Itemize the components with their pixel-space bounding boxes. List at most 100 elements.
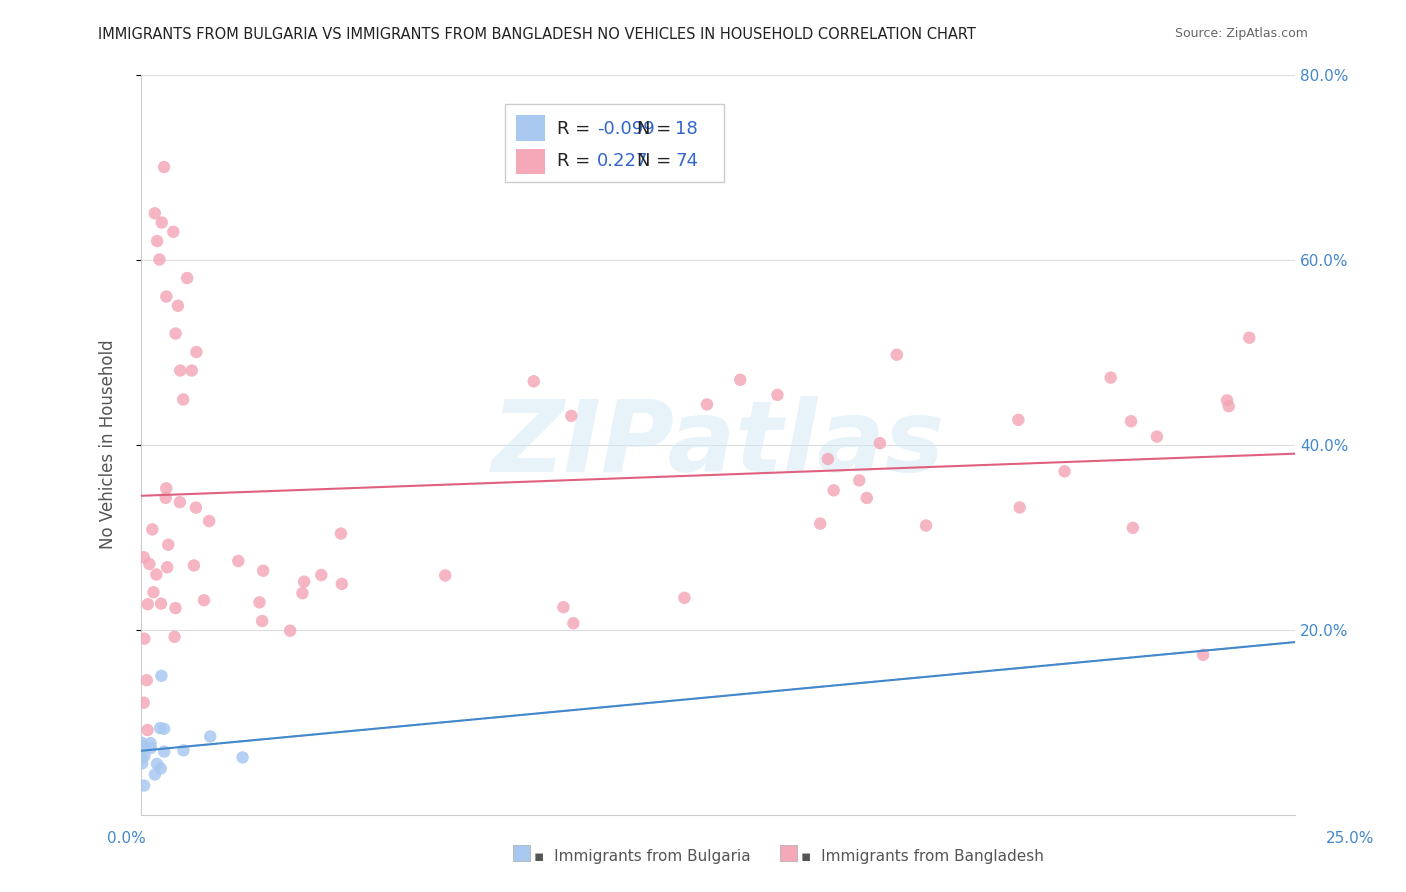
Text: 0.0%: 0.0% xyxy=(107,831,146,846)
Point xyxy=(252,564,274,578)
Point xyxy=(176,271,198,285)
Point xyxy=(1239,331,1261,345)
Text: 74: 74 xyxy=(675,153,699,170)
Point xyxy=(132,779,155,793)
Point xyxy=(292,574,315,589)
Text: ZIPatlas: ZIPatlas xyxy=(492,396,945,493)
Point xyxy=(823,483,845,498)
Point xyxy=(553,600,575,615)
Point xyxy=(886,348,908,362)
Text: R =: R = xyxy=(557,153,596,170)
Point xyxy=(848,474,870,488)
Point xyxy=(153,160,176,174)
Text: ▪  Immigrants from Bangladesh: ▪ Immigrants from Bangladesh xyxy=(801,849,1045,863)
Point xyxy=(155,491,177,505)
Point xyxy=(730,373,752,387)
Point xyxy=(150,597,173,611)
Point xyxy=(156,560,179,574)
Point xyxy=(148,252,170,267)
Point xyxy=(915,518,938,533)
Text: -0.099: -0.099 xyxy=(598,120,655,137)
Point xyxy=(1099,370,1122,384)
Point xyxy=(145,567,167,582)
Point xyxy=(226,554,249,568)
Point xyxy=(149,761,172,775)
Point xyxy=(817,452,839,467)
Text: IMMIGRANTS FROM BULGARIA VS IMMIGRANTS FROM BANGLADESH NO VEHICLES IN HOUSEHOLD : IMMIGRANTS FROM BULGARIA VS IMMIGRANTS F… xyxy=(98,27,976,42)
Point xyxy=(1119,414,1142,428)
Point xyxy=(855,491,877,505)
Point xyxy=(1218,399,1240,413)
Text: 18: 18 xyxy=(675,120,699,137)
Point xyxy=(1192,648,1215,662)
Point xyxy=(1146,429,1168,443)
Point xyxy=(560,409,582,423)
Point xyxy=(132,739,155,754)
Point xyxy=(1053,464,1076,478)
Point xyxy=(291,586,314,600)
Point xyxy=(330,526,353,541)
Point xyxy=(132,696,155,710)
Point xyxy=(163,630,186,644)
Point xyxy=(169,363,191,377)
Point xyxy=(808,516,831,531)
Text: Source: ZipAtlas.com: Source: ZipAtlas.com xyxy=(1174,27,1308,40)
Text: 0.227: 0.227 xyxy=(598,153,648,170)
Point xyxy=(696,397,718,411)
Text: 25.0%: 25.0% xyxy=(1326,831,1374,846)
Point xyxy=(165,326,187,341)
Point xyxy=(562,616,585,631)
Point xyxy=(142,585,165,599)
Text: ▪  Immigrants from Bulgaria: ▪ Immigrants from Bulgaria xyxy=(534,849,751,863)
Text: N =: N = xyxy=(637,153,678,170)
Point xyxy=(149,721,172,735)
Point xyxy=(134,632,156,646)
Point xyxy=(169,495,191,509)
Point xyxy=(869,436,891,450)
Text: R =: R = xyxy=(557,120,596,137)
Point xyxy=(155,481,177,495)
Point xyxy=(132,550,155,565)
Point xyxy=(523,374,546,388)
Point xyxy=(155,289,177,303)
Point xyxy=(1216,393,1239,408)
Point xyxy=(278,624,301,638)
Point xyxy=(673,591,696,605)
Point xyxy=(311,568,333,582)
Bar xyxy=(516,149,546,175)
Point xyxy=(766,388,789,402)
Point xyxy=(139,736,162,750)
Point xyxy=(131,736,153,750)
Point xyxy=(162,225,184,239)
Point xyxy=(153,745,176,759)
Point xyxy=(150,215,173,229)
Point xyxy=(143,767,166,781)
Point xyxy=(165,601,187,615)
Point xyxy=(184,500,207,515)
Point xyxy=(172,743,194,757)
Point xyxy=(1122,521,1144,535)
Point xyxy=(330,577,353,591)
Point xyxy=(180,363,202,377)
Point xyxy=(200,730,222,744)
Point xyxy=(141,522,163,536)
Point xyxy=(150,669,173,683)
Point xyxy=(139,740,162,755)
Point xyxy=(143,206,166,220)
Point xyxy=(167,299,190,313)
Point xyxy=(134,748,156,763)
Y-axis label: No Vehicles in Household: No Vehicles in Household xyxy=(100,340,117,549)
Point xyxy=(1008,500,1031,515)
Text: N =: N = xyxy=(637,120,678,137)
Point xyxy=(146,756,169,771)
Point xyxy=(186,345,208,359)
Point xyxy=(198,514,221,528)
Point xyxy=(136,723,159,737)
Point xyxy=(250,614,273,628)
Point xyxy=(136,597,159,611)
Point xyxy=(131,751,153,765)
Point xyxy=(183,558,205,573)
Bar xyxy=(516,115,546,141)
Point xyxy=(249,595,271,609)
Point xyxy=(131,756,153,771)
